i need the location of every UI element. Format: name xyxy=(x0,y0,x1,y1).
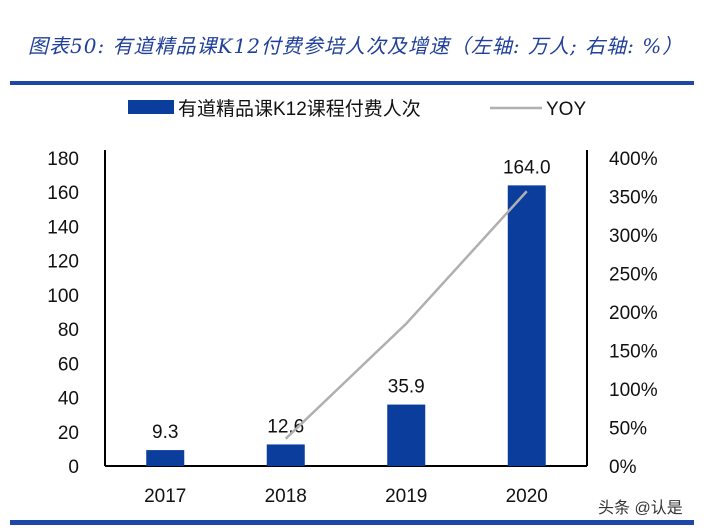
bar-2017 xyxy=(146,450,185,466)
right-tick-label: 250% xyxy=(609,265,658,286)
data-label: 9.3 xyxy=(152,422,178,443)
x-tick-label: 2020 xyxy=(506,486,548,507)
legend-bar-swatch xyxy=(128,100,174,114)
legend-bar-label: 有道精品课K12课程付费人次 xyxy=(178,98,421,120)
right-tick-label: 200% xyxy=(609,303,658,324)
left-tick-label: 180 xyxy=(47,149,79,170)
left-tick-label: 160 xyxy=(47,183,79,204)
left-tick-label: 40 xyxy=(58,389,79,410)
chart-title: 图表50: 有道精品课K12付费参培人次及增速（左轴: 万人; 右轴: %） xyxy=(28,34,684,58)
watermark: 头条 @认是 xyxy=(598,500,683,517)
left-tick-label: 120 xyxy=(47,252,79,273)
left-tick-label: 140 xyxy=(47,217,79,238)
left-tick-label: 20 xyxy=(58,423,79,444)
bar-2018 xyxy=(266,444,305,466)
right-tick-label: 50% xyxy=(609,419,647,440)
data-label: 35.9 xyxy=(388,377,425,398)
bar-2020 xyxy=(507,185,546,466)
left-tick-label: 100 xyxy=(47,286,79,307)
left-tick-label: 80 xyxy=(58,320,79,341)
x-tick-label: 2018 xyxy=(265,486,307,507)
right-tick-label: 350% xyxy=(609,188,658,209)
bottom-divider xyxy=(10,520,694,525)
data-label: 164.0 xyxy=(503,157,551,178)
yoy-line xyxy=(284,190,528,440)
data-label: 12.6 xyxy=(267,416,304,437)
right-tick-label: 300% xyxy=(609,226,658,247)
left-tick-label: 0 xyxy=(68,457,79,478)
legend-line-label: YOY xyxy=(546,99,586,120)
right-tick-label: 150% xyxy=(609,342,658,363)
right-tick-label: 0% xyxy=(609,457,637,478)
right-tick-label: 400% xyxy=(609,149,658,170)
left-tick-label: 60 xyxy=(58,354,79,375)
title-divider xyxy=(10,81,694,85)
x-tick-label: 2017 xyxy=(144,486,186,507)
bar-2019 xyxy=(387,404,426,466)
right-tick-label: 100% xyxy=(609,380,658,401)
x-tick-label: 2019 xyxy=(385,486,427,507)
